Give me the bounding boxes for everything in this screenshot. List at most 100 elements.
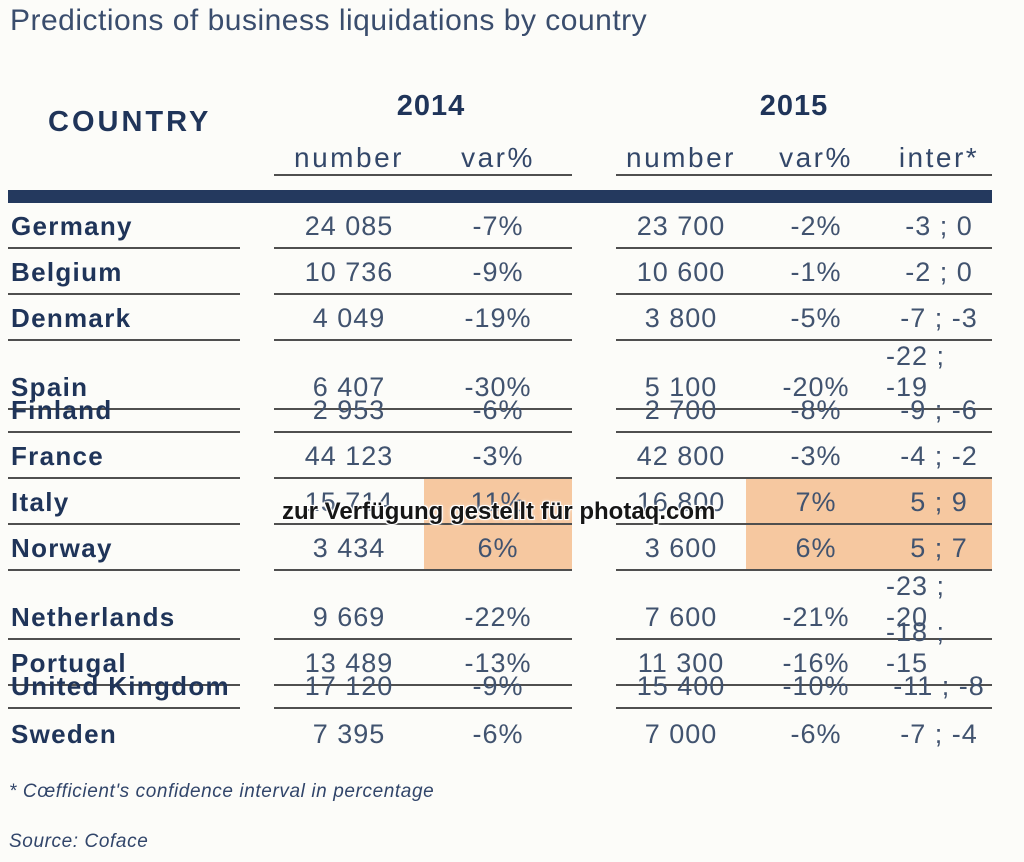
inter-2015-cell: -9 ; -6 [900,395,978,425]
country-cell: France [8,433,240,479]
column-header-country: COUNTRY [48,106,212,138]
number-2015-cell: 7 600 [644,602,718,632]
var-2014-cell: -13% [464,648,532,678]
number-2014-cell: 4 049 [312,303,386,333]
country-cell: Spain [8,341,240,410]
column-header-var-2015: var% [779,142,853,173]
header-divider-bar [8,190,992,203]
var-2014-cell: -9% [472,671,524,701]
number-2014-cell: 9 669 [312,602,386,632]
inter-2015-cell: -7 ; -3 [900,303,978,333]
table-row: Netherlands 9 669 -22% 7 600 -21% -23 ; -20 [8,571,992,640]
var-2014-cell: 6% [424,525,572,569]
inter-2015-cell: 5 ; 9 [886,479,992,523]
var-2015-cell: -5% [790,303,842,333]
column-group-header-2014: 2014 [396,90,466,122]
table-row: Portugal 13 489 -13% 11 300 -16% -18 ; -15 [8,617,992,686]
table-row: Norway 3 434 6% 3 600 6% 5 ; 7 [8,525,992,571]
number-2014-cell: 13 489 [304,648,394,678]
country-cell: Belgium [8,249,240,295]
inter-2015-cell: -11 ; -8 [893,671,985,701]
number-2015-cell: 7 000 [644,719,718,749]
column-group-header-2015: 2015 [759,90,829,122]
country-cell: Germany [8,203,240,249]
var-2014-cell: -19% [464,303,532,333]
table-row: Sweden 7 395 -6% 7 000 -6% -7 ; -4 [8,709,992,755]
number-2014-cell: 15 714 [304,487,394,517]
country-cell: Italy [8,479,240,525]
var-2015-cell: -20% [782,372,850,402]
inter-2015-cell: -4 ; -2 [900,441,978,471]
var-2014-cell: -22% [464,602,532,632]
number-2014-cell: 44 123 [304,441,394,471]
var-2015-cell: -8% [790,395,842,425]
sub-header-row: number var% number var% inter* [8,142,992,176]
var-2014-cell: -6% [472,395,524,425]
footnote: * Cœfficient's confidence interval in pe… [9,781,435,802]
photaq-watermark: zur Verfügung gestellt für photaq.com [282,498,716,525]
table-row: France 44 123 -3% 42 800 -3% -4 ; -2 [8,433,992,479]
var-2015-cell: -1% [790,257,842,287]
column-header-number-2014: number [294,142,404,173]
var-2015-cell: -10% [782,671,850,701]
number-2015-cell: 3 600 [644,533,718,563]
number-2014-cell: 7 395 [312,719,386,749]
number-2015-cell: 5 100 [644,372,718,402]
country-cell: Finland [8,387,240,433]
country-cell: United Kingdom [8,663,240,709]
number-2015-cell: 15 400 [636,671,726,701]
number-2015-cell: 10 600 [636,257,726,287]
number-2014-cell: 10 736 [304,257,394,287]
column-header-inter-2015: inter* [898,142,980,173]
number-2015-cell: 2 700 [644,395,718,425]
var-2014-cell: -9% [472,257,524,287]
var-2014-cell: -6% [472,719,524,749]
inter-2015-cell: 5 ; 7 [886,525,992,569]
inter-2015-cell: -23 ; -20 [886,571,946,632]
table-row: Belgium 10 736 -9% 10 600 -1% -2 ; 0 [8,249,992,295]
page-title: Predictions of business liquidations by … [10,4,648,37]
inter-2015-cell: -7 ; -4 [900,719,978,749]
var-2015-cell: 6% [746,525,886,569]
var-2015-cell: -6% [790,719,842,749]
source-attribution: Source: Coface [9,831,149,852]
number-2014-cell: 2 953 [312,395,386,425]
country-cell: Sweden [11,719,118,749]
number-2014-cell: 6 407 [312,372,386,402]
var-2014-cell: 11% [424,479,572,523]
number-2015-cell: 42 800 [636,441,726,471]
inter-2015-cell: -18 ; -15 [886,617,946,678]
number-2015-cell: 16 800 [636,487,726,517]
table-body: Germany 24 085 -7% 23 700 -2% -3 ; 0 Belgiu… [8,203,992,755]
table-row: Finland 2 953 -6% 2 700 -8% -9 ; -6 [8,387,992,433]
country-cell: Norway [8,525,240,571]
inter-2015-cell: -22 ; -19 [886,341,946,402]
table-row: United Kingdom 17 120 -9% 15 400 -10% -11 ;… [8,663,992,709]
number-2015-cell: 11 300 [637,648,725,678]
number-2014-cell: 24 085 [304,211,394,241]
var-2015-cell: -2% [790,211,842,241]
var-2015-cell: -3% [790,441,842,471]
number-2014-cell: 3 434 [312,533,386,563]
country-cell: Portugal [8,617,240,686]
number-2015-cell: 23 700 [636,211,726,241]
table-row: Italy 15 714 11% 16 800 7% 5 ; 9 [8,479,992,525]
column-header-number-2015: number [626,142,736,173]
var-2015-cell: 7% [746,479,886,523]
var-2014-cell: -30% [464,372,532,402]
table-row: Denmark 4 049 -19% 3 800 -5% -7 ; -3 [8,295,992,341]
var-2015-cell: -16% [782,648,850,678]
var-2014-cell: -3% [472,441,524,471]
inter-2015-cell: -2 ; 0 [905,257,973,287]
country-cell: Denmark [8,295,240,341]
number-2015-cell: 3 800 [644,303,718,333]
number-2014-cell: 17 120 [304,671,394,701]
table-row: Spain 6 407 -30% 5 100 -20% -22 ; -19 [8,341,992,410]
var-2015-cell: -21% [782,602,850,632]
inter-2015-cell: -3 ; 0 [905,211,973,241]
var-2014-cell: -7% [472,211,524,241]
table-row: Germany 24 085 -7% 23 700 -2% -3 ; 0 [8,203,992,249]
country-cell: Netherlands [8,571,240,640]
column-header-var-2014: var% [461,142,535,173]
